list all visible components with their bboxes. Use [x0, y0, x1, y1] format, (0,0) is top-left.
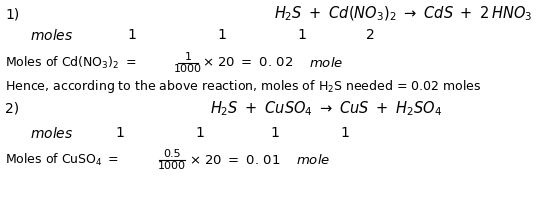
- Text: $\mathit{H_2S}\ +\ \mathit{Cd(NO_3)_2}\ \rightarrow\ \mathit{CdS}\ +\ 2\,\mathit: $\mathit{H_2S}\ +\ \mathit{Cd(NO_3)_2}\ …: [274, 5, 533, 23]
- Text: 2): 2): [5, 102, 19, 116]
- Text: 2: 2: [366, 28, 374, 42]
- Text: 1: 1: [218, 28, 226, 42]
- Text: 0.5: 0.5: [163, 149, 181, 159]
- Text: Moles of Cd(NO$_3$)$_2$ $=$: Moles of Cd(NO$_3$)$_2$ $=$: [5, 55, 136, 71]
- Text: $\mathit{mole}$: $\mathit{mole}$: [309, 56, 343, 70]
- Text: 1: 1: [298, 28, 306, 42]
- Text: Moles of CuSO$_4$ $=$: Moles of CuSO$_4$ $=$: [5, 152, 119, 168]
- Text: $\mathit{moles}$: $\mathit{moles}$: [30, 28, 73, 43]
- Text: 1000: 1000: [174, 64, 202, 74]
- Text: $\times$ 20 $=$ 0. 02: $\times$ 20 $=$ 0. 02: [202, 57, 293, 70]
- Text: $\mathit{moles}$: $\mathit{moles}$: [30, 126, 73, 141]
- Text: $\mathit{H_2S}\ +\ \mathit{CuSO_4}\ \rightarrow\ \mathit{CuS}\ +\ \mathit{H_2SO_: $\mathit{H_2S}\ +\ \mathit{CuSO_4}\ \rig…: [210, 99, 442, 118]
- Text: 1: 1: [128, 28, 136, 42]
- Text: 1): 1): [5, 8, 19, 22]
- Text: $\mathit{mole}$: $\mathit{mole}$: [296, 153, 330, 167]
- Text: 1: 1: [185, 52, 191, 62]
- Text: 1: 1: [271, 126, 279, 140]
- Text: Hence, according to the above reaction, moles of H$_2$S needed = 0.02 moles: Hence, according to the above reaction, …: [5, 78, 481, 95]
- Text: 1: 1: [340, 126, 350, 140]
- Text: 1: 1: [116, 126, 124, 140]
- Text: $\times$ 20 $=$ 0. 01: $\times$ 20 $=$ 0. 01: [189, 154, 281, 167]
- Text: 1000: 1000: [158, 161, 186, 171]
- Text: 1: 1: [196, 126, 204, 140]
